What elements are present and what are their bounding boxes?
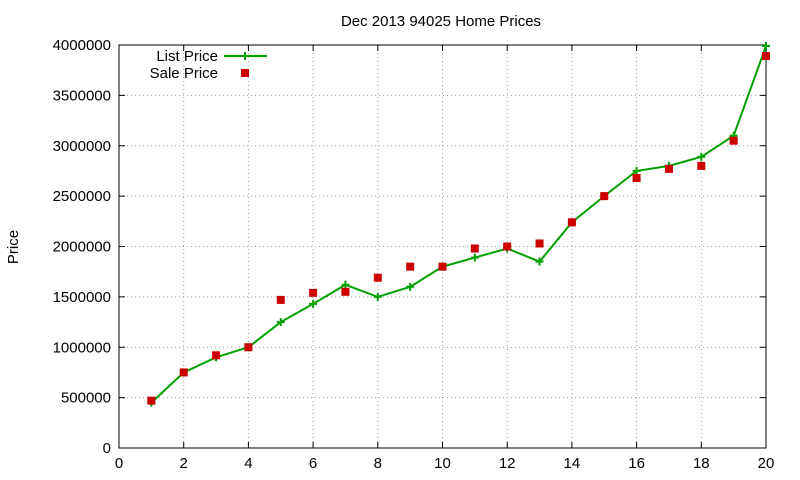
list-price-point [697,152,706,161]
x-tick-label: 16 [628,455,645,472]
x-tick-label: 6 [309,455,317,472]
list-price-point [762,42,770,51]
sale-price-point [244,343,253,352]
sale-price-point [147,396,156,405]
sale-price-point [179,368,188,377]
y-tick-label: 500000 [61,390,111,407]
y-axis-label: Price [5,230,22,264]
sale-price-point [632,173,641,182]
sale-price-point [535,239,544,248]
list-price-point [470,253,479,262]
x-tick-label: 2 [180,455,188,472]
list-price-point [309,299,318,308]
sale-price-point [567,218,576,227]
x-tick-label: 8 [374,455,382,472]
y-tick-label: 0 [103,440,111,457]
list-price-point [535,257,544,266]
list-price-point [632,166,641,175]
sale-price-point [664,164,673,173]
x-tick-label: 12 [499,455,516,472]
sale-price-point [729,136,738,145]
sale-price-point [212,351,221,360]
list-price-series [147,42,770,407]
x-tick-label: 10 [434,455,451,472]
sale-price-point [470,244,479,253]
sale-price-point [503,242,512,251]
x-tick-label: 14 [564,455,581,472]
sale-price-point [762,52,770,61]
x-tick-label: 18 [693,455,710,472]
sale-price-point [309,288,318,297]
sale-price-point [276,295,285,304]
grid [119,45,766,448]
y-tick-label: 2500000 [53,188,111,205]
sale-price-point [373,273,382,282]
list-price-point [406,282,415,291]
y-tick-label: 3000000 [53,138,111,155]
chart-title: Dec 2013 94025 Home Prices [341,13,541,30]
list-price-line [150,45,767,404]
y-tick-label: 1500000 [53,289,111,306]
series [147,42,770,407]
sale-price-point [438,262,447,271]
x-tick-label: 4 [244,455,252,472]
x-tick-label: 0 [115,455,123,472]
y-axis-ticks: 0 500000 1000000 1500000 2000000 2500000 30000… [53,37,766,457]
legend-item: Sale Price [150,65,249,82]
sale-price-point [406,262,415,271]
y-tick-label: 1000000 [53,339,111,356]
y-tick-label: 3500000 [53,87,111,104]
sale-price-point [697,161,706,170]
x-axis-ticks: 0 2 4 6 8 10 12 14 16 18 20 [115,45,775,472]
sale-price-series [147,52,770,405]
legend-plus-swatch [241,52,249,60]
sale-price-point [341,287,350,296]
legend-label: Sale Price [150,65,218,82]
legend-item: List Price [156,48,267,65]
y-tick-label: 4000000 [53,37,111,54]
legend-square-swatch [241,69,249,77]
list-price-point [276,318,285,327]
legend-label: List Price [156,48,218,65]
x-tick-label: 20 [758,455,775,472]
sale-price-point [600,192,609,201]
list-price-point [373,292,382,301]
y-tick-label: 2000000 [53,239,111,256]
list-price-point [341,280,350,289]
